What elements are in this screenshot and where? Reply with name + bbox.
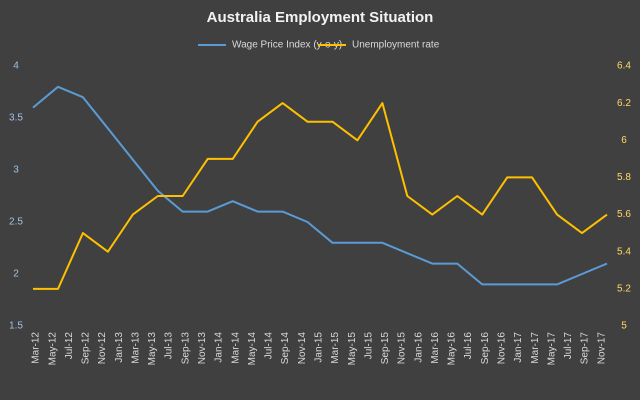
x-tick-label: Nov-12 — [97, 332, 108, 365]
x-tick-label: Mar-17 — [530, 332, 541, 364]
x-tick-label: Sep-13 — [180, 332, 191, 365]
chart-title: Australia Employment Situation — [207, 9, 434, 26]
y2-tick-label: 6.2 — [617, 98, 631, 109]
x-tick-label: May-14 — [247, 332, 258, 366]
y2-tick-label: 5 — [621, 321, 627, 332]
x-tick-label: Nov-13 — [197, 332, 208, 365]
x-tick-label: Mar-13 — [130, 332, 141, 364]
y2-tick-label: 6.4 — [617, 61, 631, 72]
x-tick-label: May-12 — [47, 332, 58, 366]
x-tick-label: Jan-16 — [413, 332, 424, 363]
y2-tick-label: 5.2 — [617, 283, 631, 294]
legend-label: Wage Price Index (y-o-y) — [232, 40, 342, 51]
x-tick-label: May-15 — [347, 332, 358, 366]
x-tick-label: Jul-15 — [363, 332, 374, 360]
y2-tick-label: 5.4 — [617, 246, 631, 257]
y-tick-label: 1.5 — [9, 321, 23, 332]
x-tick-label: Jan-13 — [114, 332, 125, 363]
x-tick-label: Jul-17 — [563, 332, 574, 360]
x-tick-label: Nov-14 — [297, 332, 308, 365]
x-tick-label: Jan-15 — [313, 332, 324, 363]
x-tick-label: Nov-16 — [496, 332, 507, 365]
x-tick-label: Sep-14 — [280, 332, 291, 365]
legend-label: Unemployment rate — [352, 40, 440, 51]
x-tick-label: Mar-15 — [330, 332, 341, 364]
y2-tick-label: 5.8 — [617, 172, 631, 183]
y-tick-label: 4 — [13, 61, 19, 72]
y-tick-label: 2 — [13, 269, 19, 280]
x-tick-label: Sep-12 — [81, 332, 92, 365]
series-line — [33, 102, 608, 290]
x-tick-label: Nov-15 — [397, 332, 408, 365]
x-tick-label: Jan-14 — [214, 332, 225, 363]
x-tick-label: May-17 — [546, 332, 557, 366]
y-tick-label: 2.5 — [9, 217, 23, 228]
x-tick-label: Jul-12 — [64, 332, 75, 360]
y-tick-label: 3 — [13, 165, 19, 176]
y2-tick-label: 6 — [621, 135, 627, 146]
x-tick-label: Mar-12 — [31, 332, 42, 364]
y2-tick-label: 5.6 — [617, 209, 631, 220]
x-tick-label: Jul-13 — [164, 332, 175, 360]
x-tick-label: May-13 — [147, 332, 158, 366]
x-tick-label: Nov-17 — [596, 332, 607, 365]
series-line — [32, 85, 608, 286]
x-tick-label: Jul-14 — [264, 332, 275, 360]
x-tick-label: Jul-16 — [463, 332, 474, 360]
x-tick-label: Mar-14 — [230, 332, 241, 364]
x-tick-label: Sep-17 — [580, 332, 591, 365]
x-tick-label: Mar-16 — [430, 332, 441, 364]
y-tick-label: 3.5 — [9, 113, 23, 124]
x-tick-label: Sep-15 — [380, 332, 391, 365]
x-tick-label: Jan-17 — [513, 332, 524, 363]
x-tick-label: May-16 — [447, 332, 458, 366]
x-tick-label: Sep-16 — [480, 332, 491, 365]
